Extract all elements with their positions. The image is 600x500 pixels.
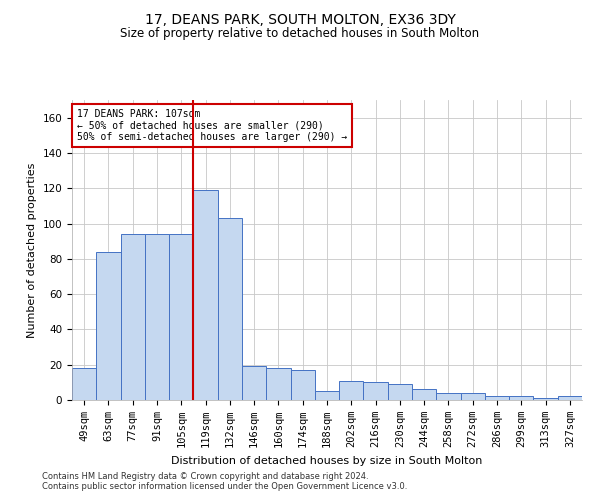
Bar [509, 396, 533, 400]
X-axis label: Distribution of detached houses by size in South Molton: Distribution of detached houses by size … [172, 456, 482, 466]
Bar [96, 252, 121, 400]
Bar [412, 390, 436, 400]
Text: Contains HM Land Registry data © Crown copyright and database right 2024.: Contains HM Land Registry data © Crown c… [42, 472, 368, 481]
Bar [290, 370, 315, 400]
Text: Contains public sector information licensed under the Open Government Licence v3: Contains public sector information licen… [42, 482, 407, 491]
Text: Size of property relative to detached houses in South Molton: Size of property relative to detached ho… [121, 28, 479, 40]
Text: 17 DEANS PARK: 107sqm
← 50% of detached houses are smaller (290)
50% of semi-det: 17 DEANS PARK: 107sqm ← 50% of detached … [77, 109, 347, 142]
Bar [145, 234, 169, 400]
Bar [436, 393, 461, 400]
Bar [533, 398, 558, 400]
Bar [266, 368, 290, 400]
Y-axis label: Number of detached properties: Number of detached properties [27, 162, 37, 338]
Bar [315, 391, 339, 400]
Bar [339, 380, 364, 400]
Bar [485, 396, 509, 400]
Text: 17, DEANS PARK, SOUTH MOLTON, EX36 3DY: 17, DEANS PARK, SOUTH MOLTON, EX36 3DY [145, 12, 455, 26]
Bar [388, 384, 412, 400]
Bar [193, 190, 218, 400]
Bar [242, 366, 266, 400]
Bar [72, 368, 96, 400]
Bar [121, 234, 145, 400]
Bar [461, 393, 485, 400]
Bar [169, 234, 193, 400]
Bar [364, 382, 388, 400]
Bar [218, 218, 242, 400]
Bar [558, 396, 582, 400]
